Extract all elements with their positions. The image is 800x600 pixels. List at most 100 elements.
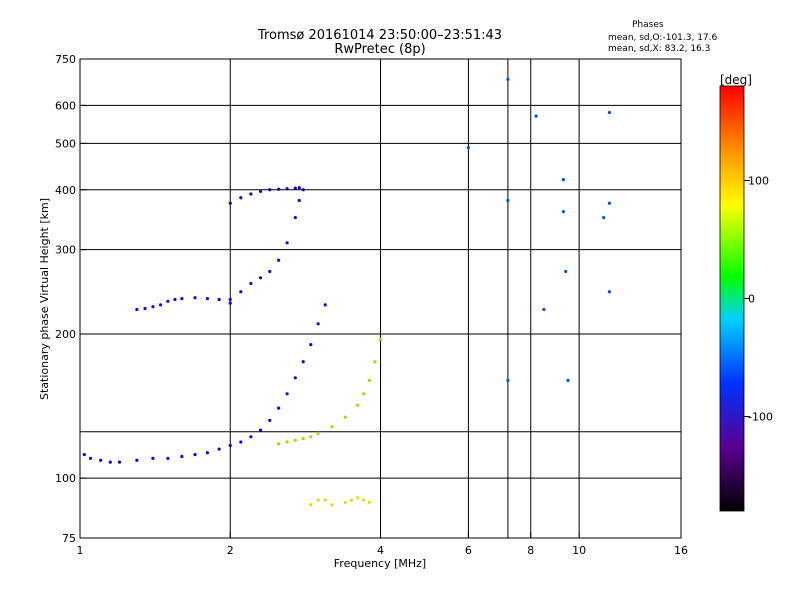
echo-point	[239, 196, 243, 200]
echo-point	[301, 436, 305, 441]
echo-point	[542, 307, 546, 312]
echo-point	[349, 498, 354, 502]
echo-point	[173, 297, 177, 302]
echo-point	[228, 443, 232, 448]
echo-point	[506, 77, 510, 81]
echo-point	[316, 431, 320, 436]
echo-point	[367, 500, 371, 504]
echo-point	[180, 454, 184, 459]
echo-point	[309, 503, 313, 507]
echo-point	[285, 392, 289, 396]
echo-point	[217, 297, 221, 302]
echo-point	[277, 442, 281, 446]
stats-o-mode: mean, sd,O:-101.3, 17.6	[608, 33, 718, 43]
echo-point	[323, 303, 327, 307]
echo-point	[82, 452, 86, 457]
echo-point	[561, 210, 565, 214]
echo-point	[323, 498, 327, 502]
echo-point	[180, 297, 184, 301]
echo-point	[301, 188, 305, 192]
y-tick-label: 600	[55, 99, 76, 112]
echo-point	[151, 456, 155, 460]
echo-point	[249, 192, 253, 196]
echo-point	[239, 290, 243, 294]
echo-point	[367, 378, 371, 382]
echo-point	[268, 269, 272, 274]
echo-point	[117, 460, 122, 464]
echo-point	[228, 297, 232, 302]
echo-point	[88, 456, 93, 460]
y-tick-label: 200	[55, 328, 76, 341]
y-tick-label: 500	[55, 137, 76, 150]
echo-point	[143, 306, 147, 311]
echo-point	[607, 201, 612, 205]
echo-point	[228, 201, 232, 205]
y-tick-label: 100	[55, 472, 76, 485]
colorbar-tick-label: -100	[748, 411, 773, 424]
x-tick-label: 2	[227, 544, 234, 557]
echo-point	[561, 178, 565, 182]
echo-point	[506, 198, 510, 203]
echo-point	[249, 281, 253, 286]
echo-point	[205, 297, 210, 301]
echo-point	[293, 215, 297, 220]
echo-point	[228, 301, 232, 305]
echo-point	[301, 360, 305, 364]
x-tick-label: 4	[377, 544, 384, 557]
echo-point	[151, 305, 155, 309]
echo-point	[193, 452, 197, 457]
chart-subtitle: RwPretec (8p)	[334, 42, 426, 57]
colorbar-tick-label: 0	[748, 293, 755, 306]
echo-point	[135, 307, 139, 312]
echo-point	[297, 198, 301, 203]
echo-point	[506, 378, 510, 382]
echo-point	[285, 241, 289, 245]
echo-point	[362, 498, 366, 502]
echo-point	[166, 456, 170, 460]
echo-point	[362, 392, 366, 396]
echo-point	[293, 376, 297, 380]
echo-point	[135, 458, 139, 462]
echo-point	[297, 186, 301, 190]
echo-point	[99, 458, 103, 462]
x-tick-label: 6	[465, 544, 472, 557]
echo-point	[277, 258, 281, 262]
echo-point	[217, 447, 221, 451]
y-tick-label: 400	[55, 184, 76, 197]
echo-point	[193, 296, 197, 300]
echo-point	[330, 425, 334, 429]
echo-point	[378, 337, 383, 341]
echo-point	[566, 378, 570, 382]
echo-point	[602, 215, 606, 220]
echo-point	[258, 189, 263, 193]
echo-point	[258, 428, 263, 432]
echo-point	[343, 500, 347, 504]
echo-point	[356, 496, 360, 500]
echo-point	[285, 187, 289, 191]
echo-point	[108, 460, 112, 464]
echo-point	[356, 403, 360, 407]
echo-point	[285, 440, 289, 444]
echo-point	[466, 145, 470, 150]
echo-point	[293, 438, 297, 442]
echo-point	[158, 303, 163, 307]
x-tick-label: 16	[674, 544, 688, 557]
x-tick-label: 1	[77, 544, 84, 557]
x-axis-label: Frequency [MHz]	[334, 557, 426, 570]
echo-point	[268, 188, 272, 192]
echo-point	[607, 290, 612, 294]
echo-point	[166, 299, 170, 303]
echo-point	[564, 269, 568, 274]
colorbar-tick-label: 100	[748, 174, 769, 187]
echo-point	[343, 415, 347, 419]
echo-point	[205, 451, 210, 455]
echo-point	[373, 360, 377, 364]
data-points	[82, 77, 612, 507]
echo-point	[330, 503, 334, 507]
colorbar-label: [deg]	[720, 73, 752, 87]
echo-point	[534, 114, 538, 118]
echo-point	[277, 406, 281, 410]
echo-point	[249, 435, 253, 439]
y-tick-label: 75	[62, 532, 76, 545]
